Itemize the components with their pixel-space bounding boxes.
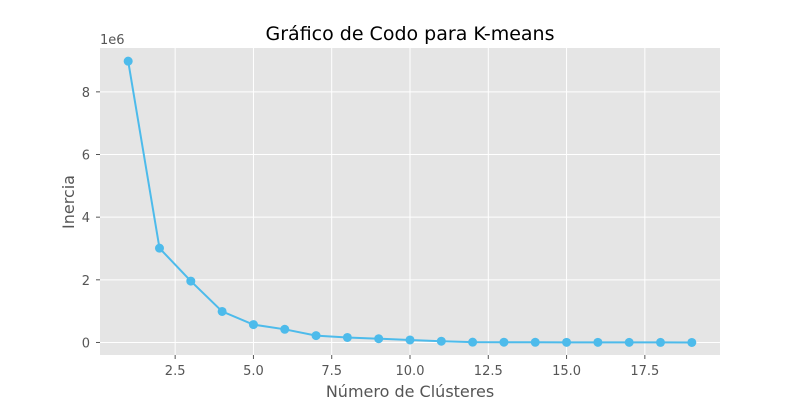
data-point [468, 337, 478, 347]
data-point [593, 337, 603, 347]
x-tick-label: 12.5 [474, 364, 503, 379]
grid-lines [100, 48, 720, 355]
data-point [217, 306, 227, 316]
x-tick-label: 15.0 [552, 364, 581, 379]
y-tick-label: 0 [82, 336, 90, 351]
x-tick-label: 2.5 [165, 364, 186, 379]
y-tick-label: 6 [82, 149, 90, 164]
x-tick-label: 10.0 [396, 364, 425, 379]
data-point [123, 56, 133, 66]
x-tick-label: 7.5 [321, 364, 342, 379]
data-point [186, 276, 196, 286]
data-point [374, 334, 384, 344]
data-point [280, 324, 290, 334]
data-point [436, 336, 446, 346]
data-point [311, 331, 321, 341]
data-point [342, 332, 352, 342]
data-point [154, 243, 164, 253]
data-point [624, 337, 634, 347]
data-point [530, 337, 540, 347]
data-point [499, 337, 509, 347]
x-tick-label: 17.5 [630, 364, 659, 379]
y-tick-label: 4 [82, 211, 90, 226]
series-layer [123, 56, 697, 347]
data-point [562, 337, 572, 347]
y-axis-label: Inercia [59, 175, 78, 229]
data-point [248, 320, 258, 330]
data-point [687, 337, 697, 347]
x-tick-label: 5.0 [243, 364, 264, 379]
y-offset-label: 1e6 [100, 33, 125, 48]
data-point [656, 337, 666, 347]
data-point [405, 335, 415, 345]
y-tick-label: 8 [82, 86, 90, 101]
chart-title: Gráfico de Codo para K-means [266, 23, 555, 45]
axis-ticks: 2.5 5.0 7.5 10.0 12.5 15.0 17.5 0 2 4 6 8 [82, 86, 660, 379]
y-tick-label: 2 [82, 274, 90, 289]
x-axis-label: Número de Clústeres [326, 382, 494, 400]
